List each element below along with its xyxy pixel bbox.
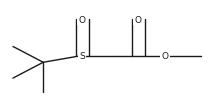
- Text: S: S: [79, 52, 85, 60]
- Text: O: O: [135, 16, 142, 25]
- Text: O: O: [162, 52, 169, 60]
- Text: O: O: [79, 16, 86, 25]
